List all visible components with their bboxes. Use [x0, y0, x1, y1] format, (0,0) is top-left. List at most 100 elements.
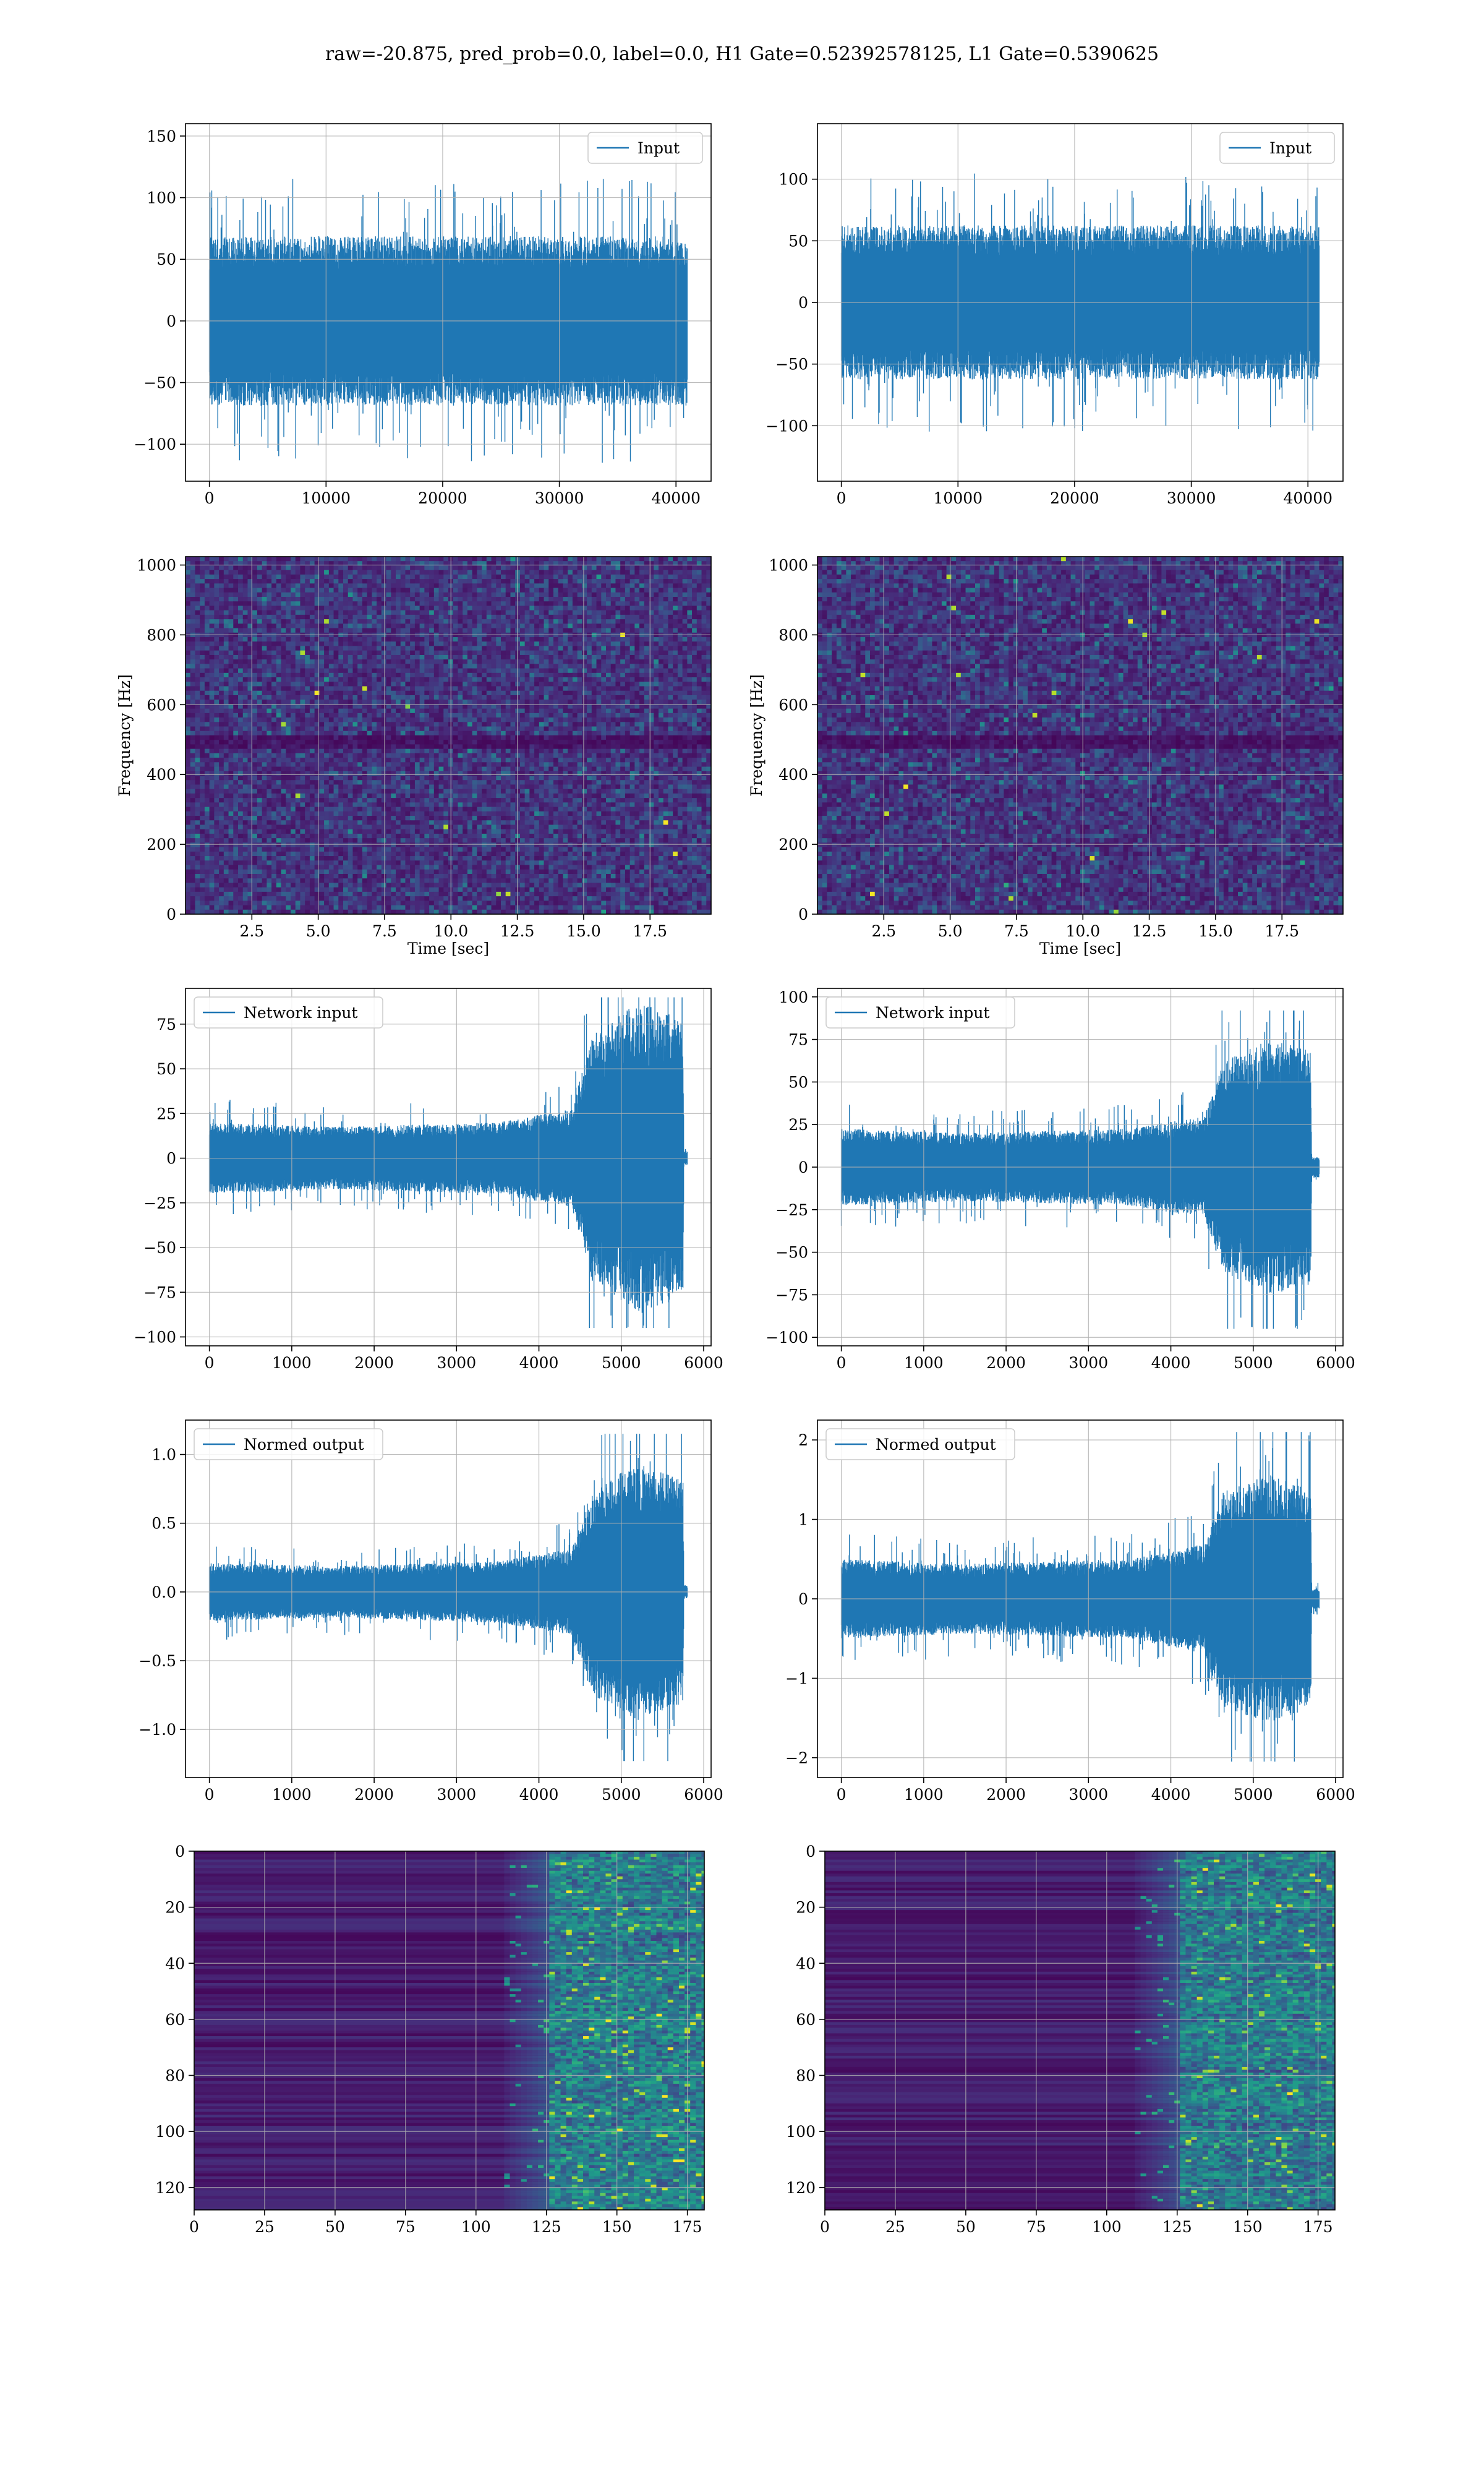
h1-spectrogram-cell [419, 619, 425, 624]
h1-spectrogram-cell [429, 672, 435, 678]
h1-spectrogram-cell [519, 628, 526, 633]
h1-spectrogram-cell [405, 659, 411, 664]
h1-spectrogram-cell [381, 740, 387, 745]
h1-spectrogram-cell [352, 735, 358, 740]
h1-spectrogram-cell [539, 686, 545, 691]
h1-spectrogram-cell [276, 686, 282, 691]
h1-spectrogram-cell [634, 713, 640, 718]
h1-spectrogram-cell [438, 557, 444, 562]
h1-spectrogram-cell [386, 597, 391, 602]
h1-spectrogram-cell [587, 668, 592, 674]
h1-spectrogram-cell [515, 628, 521, 633]
h1-spectrogram-cell [338, 677, 344, 682]
h1-spectrogram-cell [214, 601, 220, 606]
h1-spectrogram-cell [414, 713, 420, 718]
h1-spectrogram-cell [319, 628, 325, 633]
h1-spectrogram-cell [491, 700, 497, 704]
h1-spectrogram-cell [524, 646, 530, 651]
h1-spectrogram-cell [696, 713, 702, 718]
h1-spectrogram-cell [625, 730, 631, 736]
h1-spectrogram-cell [563, 623, 568, 629]
h1-spectrogram-cell [673, 700, 678, 704]
h1-spectrogram-cell [596, 565, 602, 571]
h1-spectrogram-cell [534, 695, 540, 700]
h1-spectrogram-cell [338, 668, 344, 674]
h1-spectrogram-cell [668, 740, 673, 745]
h1-spectrogram-cell [615, 646, 621, 651]
h1-spectrogram-cell [472, 682, 477, 687]
h1-spectrogram-cell [424, 650, 430, 656]
h1-input-xtick-label: 0 [205, 489, 215, 507]
h1-spectrogram-cell [639, 623, 645, 629]
h1-spectrogram-cell [529, 646, 535, 651]
h1-spectrogram-cell [228, 659, 234, 664]
h1-spectrogram-cell [410, 672, 416, 678]
h1-spectrogram-cell [510, 700, 516, 704]
h1-spectrogram-cell [190, 740, 195, 745]
h1-spectrogram-cell [663, 677, 668, 682]
h1-spectrogram-cell [324, 641, 330, 646]
h1-spectrogram-cell [286, 646, 291, 651]
h1-spectrogram-cell [200, 654, 205, 660]
h1-spectrogram-cell [453, 561, 458, 566]
h1-spectrogram-cell [276, 619, 282, 624]
h1-spectrogram-cell [328, 690, 335, 696]
h1-spectrogram-cell [204, 735, 210, 740]
h1-spectrogram-cell [410, 713, 416, 718]
h1-spectrogram-cell [242, 650, 248, 656]
h1-spectrogram-cell [654, 570, 659, 575]
h1-spectrogram-cell [692, 726, 697, 732]
h1-spectrogram-cell [424, 753, 430, 758]
h1-spectrogram-cell [587, 708, 592, 714]
h1-spectrogram-cell [209, 610, 215, 615]
h1-spectrogram-cell [429, 646, 435, 651]
h1-spectrogram-cell [267, 646, 272, 651]
h1-spectrogram-cell [257, 565, 263, 571]
h1-spectrogram-cell [553, 610, 559, 615]
h1-spectrogram-cell [548, 628, 554, 633]
h1-spectrogram-cell [501, 700, 506, 704]
h1-spectrogram-cell [482, 614, 487, 620]
h1-spectrogram-cell [568, 628, 573, 633]
h1-spectrogram-cell [692, 583, 697, 589]
h1-spectrogram-cell [649, 740, 654, 745]
h1-spectrogram-cell [634, 704, 640, 709]
h1-spectrogram-cell [429, 682, 435, 687]
h1-spectrogram-cell [410, 641, 416, 646]
h1-spectrogram-cell [267, 659, 272, 664]
h1-spectrogram-cell [333, 748, 339, 754]
h1-spectrogram-cell [482, 579, 487, 584]
h1-spectrogram-cell [190, 597, 195, 602]
h1-spectrogram-cell [190, 588, 195, 593]
h1-spectrogram-cell [271, 753, 277, 758]
h1-spectrogram-cell [424, 659, 430, 664]
h1-spectrogram-cell [692, 574, 697, 580]
h1-spectrogram-cell [348, 672, 353, 678]
h1-spectrogram-cell [582, 597, 587, 602]
h1-spectrogram-cell [577, 704, 582, 709]
h1-spectrogram-cell [649, 686, 654, 691]
h1-spectrogram-cell [568, 677, 573, 682]
h1-spectrogram-cell [505, 601, 511, 606]
h1-spectrogram-cell [286, 753, 291, 758]
h1-spectrogram-cell [214, 570, 220, 575]
h1-spectrogram-cell [568, 668, 573, 674]
h1-spectrogram-cell [247, 588, 253, 593]
h1-spectrogram-cell [400, 708, 406, 714]
h1-spectrogram-cell [563, 708, 568, 714]
h1-spectrogram-cell [453, 606, 458, 611]
h1-spectrogram-cell [338, 654, 344, 660]
h1-spectrogram-cell [219, 690, 224, 696]
h1-spectrogram-cell [510, 597, 516, 602]
h1-spectrogram-cell [372, 744, 377, 750]
h1-spectrogram-cell [276, 708, 282, 714]
h1-spectrogram-cell [333, 574, 339, 580]
h1-spectrogram-cell [591, 744, 597, 750]
h1-spectrogram-cell [186, 730, 191, 736]
h1-spectrogram-cell [257, 579, 263, 584]
h1-spectrogram-cell [606, 623, 612, 629]
h1-spectrogram-cell [472, 583, 477, 589]
h1-spectrogram-cell [223, 700, 229, 704]
h1-spectrogram-cell [553, 650, 559, 656]
h1-spectrogram-cell [553, 690, 559, 696]
